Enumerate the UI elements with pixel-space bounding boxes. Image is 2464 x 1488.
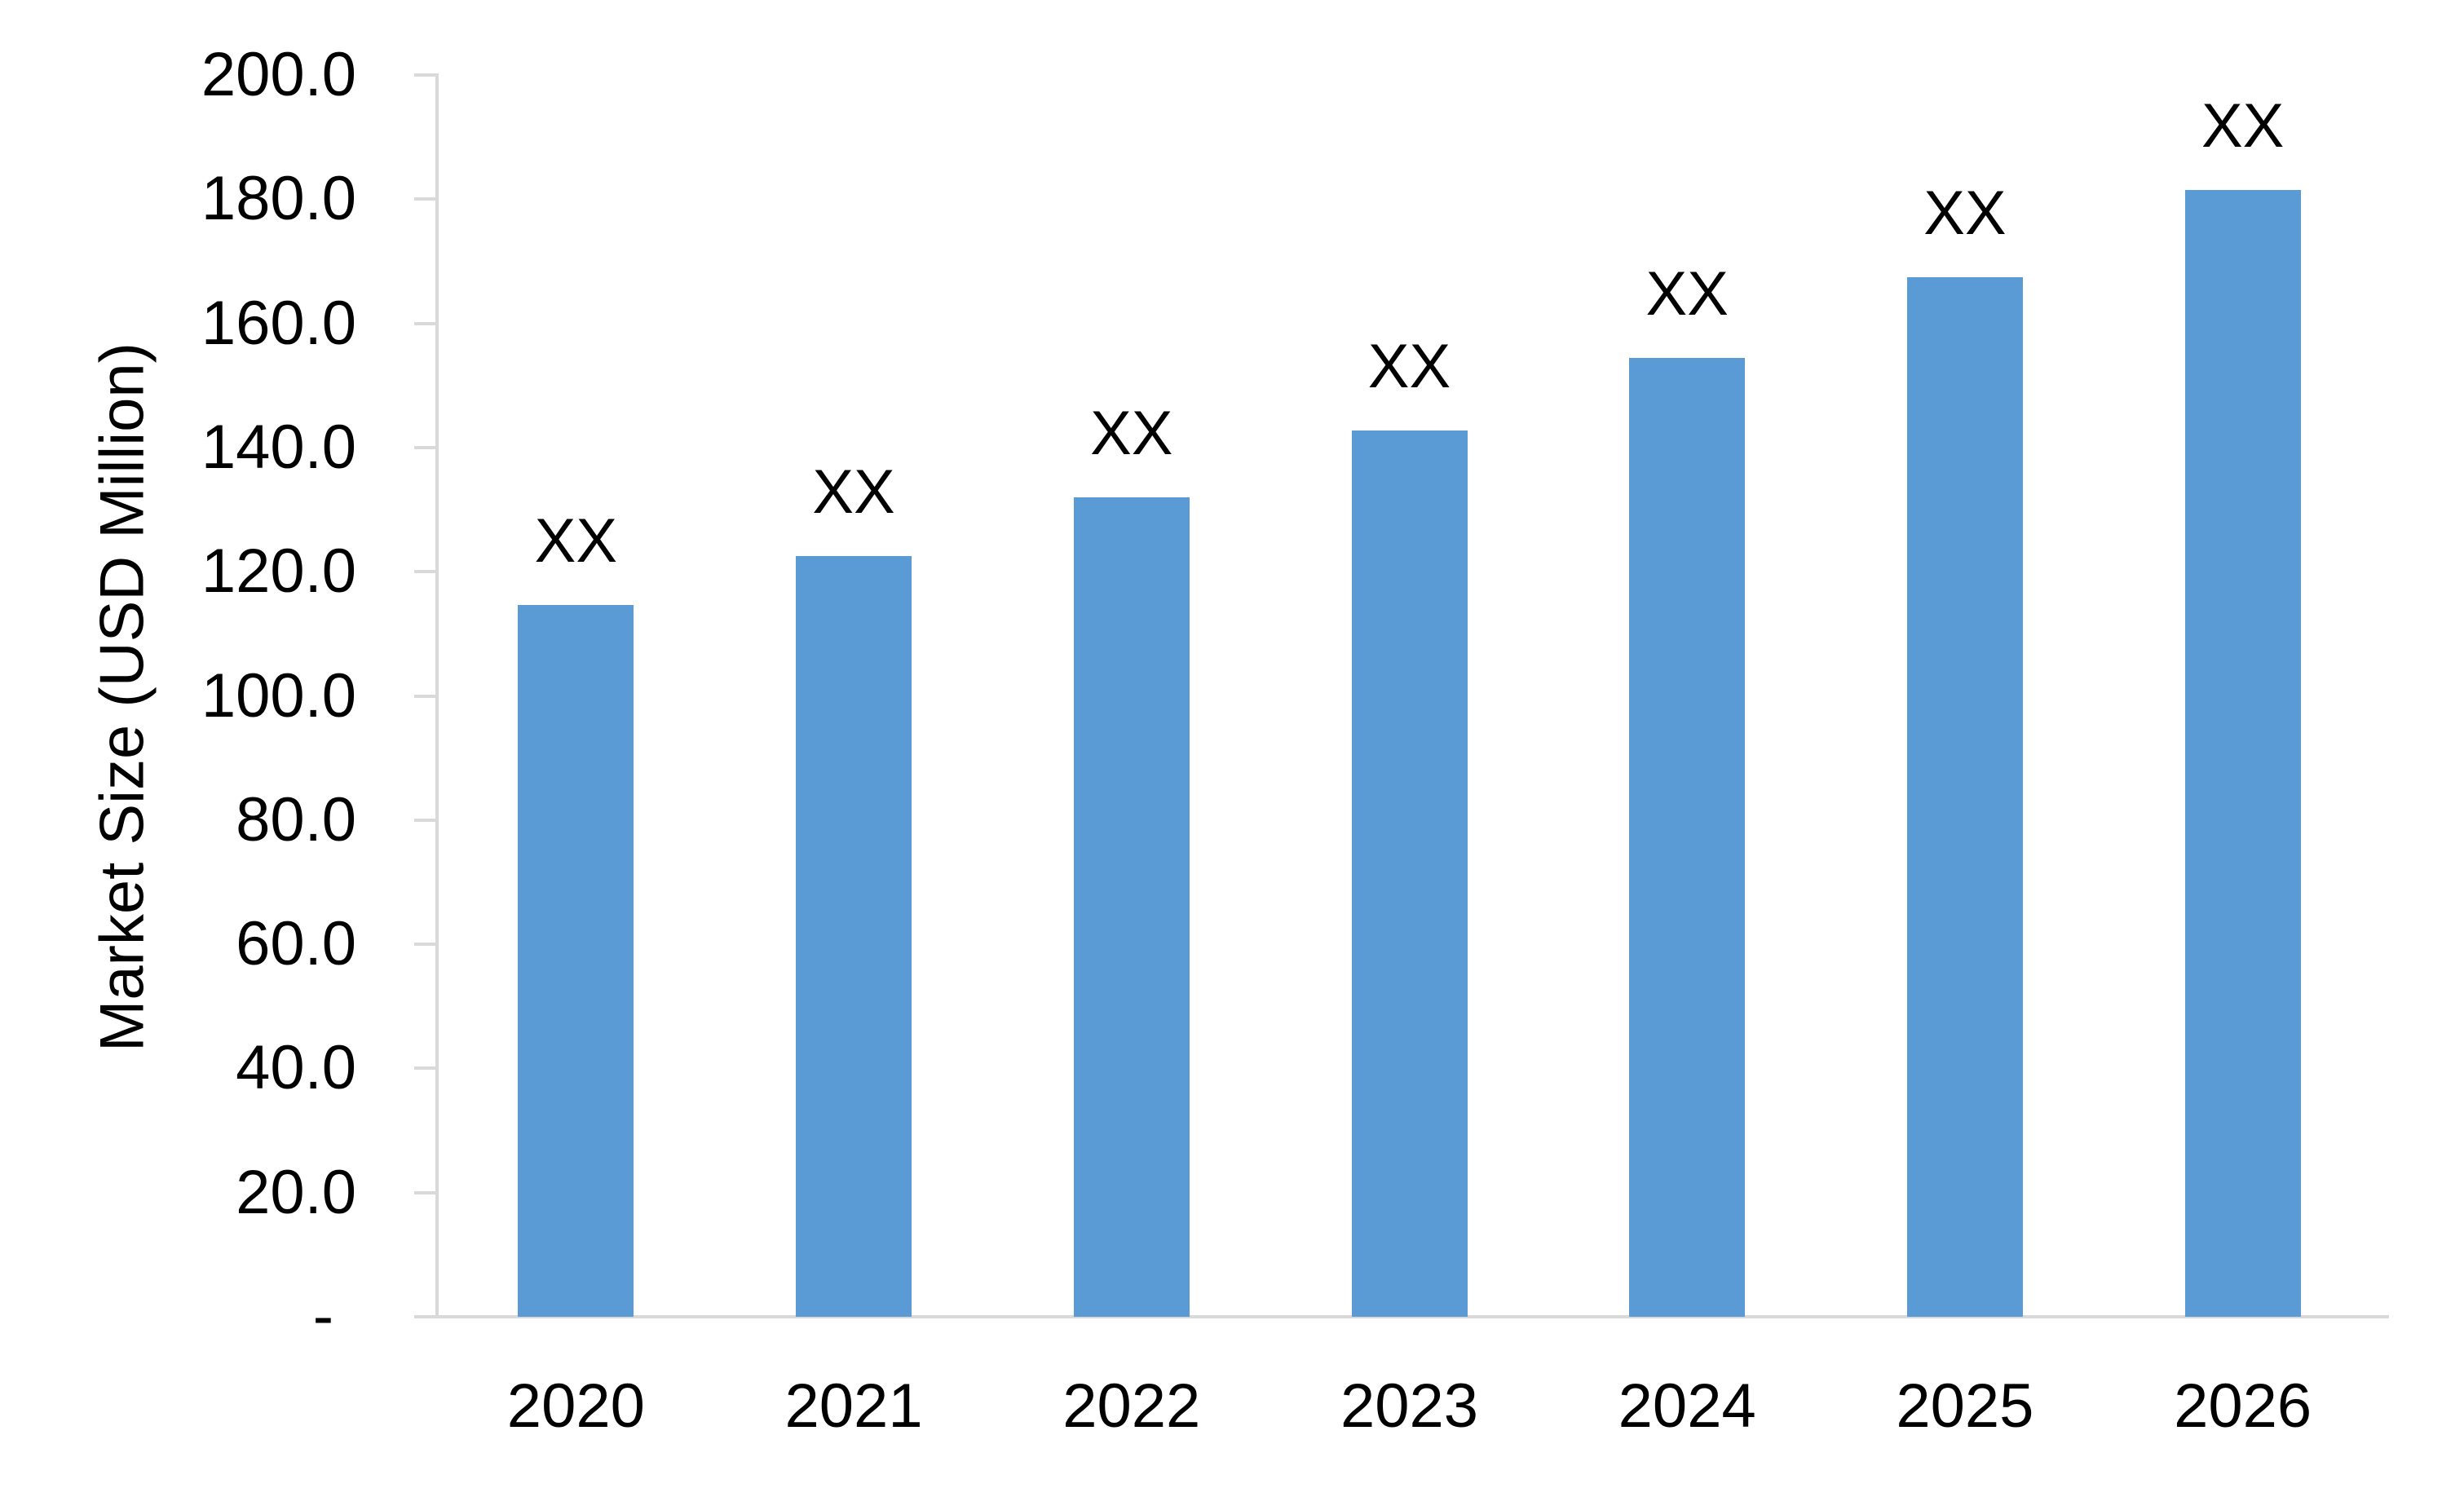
x-tick-label: 2025: [1896, 1371, 2034, 1441]
bar-value-label: XX: [1090, 398, 1173, 468]
y-tick-label: 40.0: [236, 1033, 356, 1103]
bar-value-label: XX: [534, 506, 618, 576]
x-tick-label: 2023: [1340, 1371, 1479, 1441]
bar: [2184, 189, 2301, 1317]
y-tick-label: 60.0: [236, 909, 356, 979]
x-axis-line: [414, 1315, 2389, 1318]
bar: [1906, 277, 2023, 1317]
x-tick-label: 2024: [1618, 1371, 1756, 1441]
y-axis-line: [435, 73, 439, 1318]
y-tick-label: 200.0: [201, 40, 356, 109]
y-tick-mark: [414, 197, 437, 201]
y-tick-mark: [414, 943, 437, 947]
bar-value-label: XX: [1923, 179, 2007, 249]
y-tick-label: 140.0: [201, 412, 356, 482]
x-tick-label: 2020: [506, 1371, 645, 1441]
bar: [518, 605, 634, 1317]
bar: [1351, 431, 1468, 1317]
y-tick-mark: [414, 445, 437, 449]
y-tick-mark: [414, 73, 437, 77]
y-tick-label: 100.0: [201, 660, 356, 731]
bar: [796, 556, 912, 1317]
y-tick-label: 20.0: [236, 1157, 356, 1227]
bar-value-label: XX: [1367, 332, 1451, 402]
bar: [1073, 497, 1190, 1317]
bar-value-label: XX: [1645, 259, 1729, 329]
bar-value-label: XX: [812, 457, 895, 528]
x-tick-label: 2026: [2174, 1371, 2312, 1441]
x-tick-label: 2021: [784, 1371, 923, 1441]
y-tick-mark: [414, 1066, 437, 1071]
y-tick-label: 180.0: [201, 164, 356, 234]
y-tick-mark: [414, 570, 437, 574]
y-tick-mark: [414, 818, 437, 822]
y-tick-label: 120.0: [201, 536, 356, 607]
y-tick-label: 160.0: [201, 288, 356, 358]
y-tick-label: -: [312, 1282, 333, 1351]
bar-value-label: XX: [2201, 91, 2285, 161]
y-tick-mark: [414, 694, 437, 698]
y-tick-mark: [414, 1190, 437, 1194]
y-tick-mark: [414, 321, 437, 325]
y-tick-label: 80.0: [236, 784, 356, 854]
x-tick-label: 2022: [1062, 1371, 1201, 1441]
bar: [1629, 358, 1746, 1317]
